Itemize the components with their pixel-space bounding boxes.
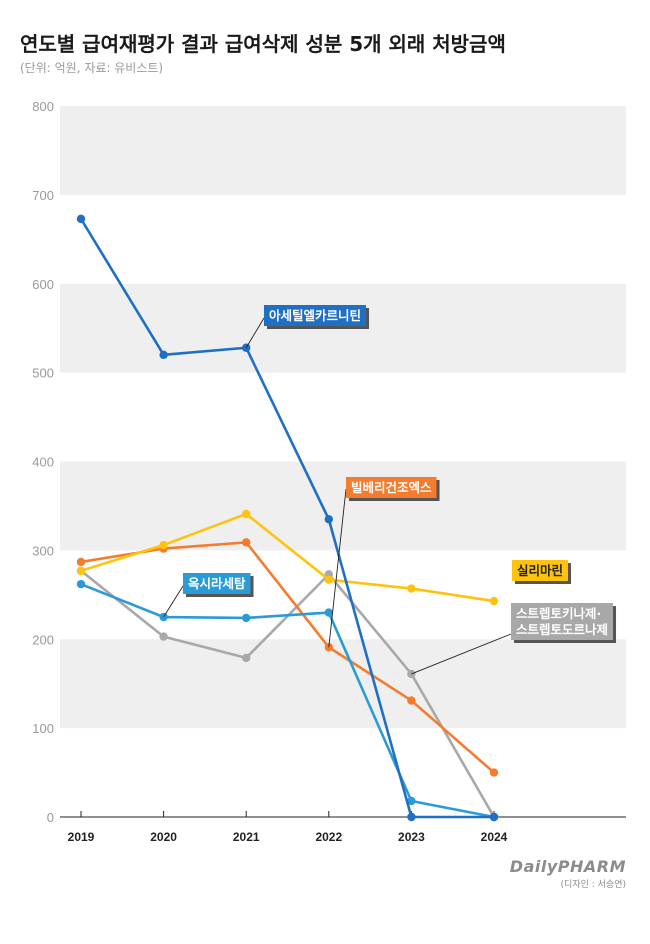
annotation-label: 스트렙토키나제·	[516, 606, 601, 621]
data-point	[407, 696, 416, 705]
x-tick-label: 2019	[68, 830, 95, 844]
annotation-label: 스트렙토도르나제	[516, 622, 608, 637]
data-point	[242, 653, 251, 663]
data-point	[159, 540, 168, 550]
series-line	[79, 217, 496, 819]
data-point	[324, 608, 333, 617]
x-tick-label: 2024	[481, 830, 508, 844]
x-tick-label: 2022	[315, 830, 342, 844]
series-2	[76, 509, 499, 606]
series-0	[76, 214, 499, 822]
data-point	[407, 796, 416, 806]
y-tick-label: 700	[32, 188, 54, 203]
series-annotation: 아세틸엘카르니틴	[245, 305, 370, 348]
annotation-label: 빌베리건조엑스	[351, 480, 432, 495]
annotation-label: 옥시라세탐	[188, 576, 246, 591]
annotation-leader	[163, 585, 184, 618]
annotation-label: 아세틸엘카르니틴	[269, 308, 361, 323]
annotation-box	[346, 477, 437, 498]
data-point	[324, 515, 333, 524]
y-tick-label: 400	[32, 455, 54, 470]
annotation-leader	[245, 317, 265, 348]
data-point	[242, 613, 251, 623]
y-tick-label: 200	[32, 632, 54, 647]
y-axis: 0 100 200 300 400 500 600 700 800	[32, 99, 54, 825]
series-annotation: 스트렙토키나제·스트렙토도르나제	[411, 603, 617, 675]
annotation-box	[512, 560, 569, 581]
data-point	[76, 579, 86, 589]
annotation-leader	[411, 633, 512, 675]
data-point	[159, 350, 168, 360]
x-tick-label: 2021	[233, 830, 260, 844]
x-tick-label: 2023	[398, 830, 425, 844]
data-point	[242, 509, 251, 519]
data-point	[407, 669, 416, 679]
annotation-box	[511, 603, 614, 640]
annotation-box	[183, 573, 251, 594]
chart-subtitle: (단위: 억원, 자료: 유비스트)	[20, 61, 163, 75]
brand-text: DailyPHARM	[510, 857, 626, 876]
series-3	[76, 579, 499, 822]
chart-title: 연도별 급여재평가 결과 급여삭제 성분 5개 외래 처방금액	[20, 32, 506, 56]
grid-band	[60, 639, 626, 729]
series-line	[79, 582, 496, 819]
series-line	[79, 512, 496, 603]
y-tick-label: 600	[32, 277, 54, 292]
grid-band	[60, 106, 626, 195]
y-tick-label: 500	[32, 366, 54, 381]
data-point	[76, 566, 86, 576]
series-annotation: 옥시라세탐	[163, 573, 254, 618]
x-tick-label: 2020	[150, 830, 177, 844]
brand-logo: DailyPHARM	[510, 857, 626, 876]
x-axis: 2019 2020 2021 2022 2023 2024	[60, 811, 626, 844]
y-tick-label: 100	[32, 721, 54, 736]
annotation-box	[264, 305, 367, 326]
annotation-leader	[328, 488, 347, 648]
y-tick-label: 300	[32, 543, 54, 558]
data-point	[76, 557, 86, 567]
grid-band	[60, 461, 626, 551]
data-point	[489, 596, 499, 606]
y-tick-label: 0	[47, 810, 54, 825]
data-point	[76, 214, 86, 224]
data-point	[407, 812, 416, 822]
series-annotation: 실리마린	[512, 560, 572, 584]
data-point	[407, 584, 416, 593]
data-point	[489, 768, 499, 777]
data-point	[489, 812, 499, 822]
y-tick-label: 800	[32, 99, 54, 114]
data-point	[159, 632, 168, 641]
annotation-label: 실리마린	[517, 563, 563, 578]
series-line	[79, 541, 496, 774]
data-point	[324, 575, 333, 584]
designer-credit: (디자인 : 서승연)	[561, 879, 626, 890]
grid-bands	[60, 106, 626, 729]
data-point	[242, 538, 251, 547]
series-annotation: 빌베리건조엑스	[328, 477, 440, 648]
series-layer	[76, 214, 499, 822]
